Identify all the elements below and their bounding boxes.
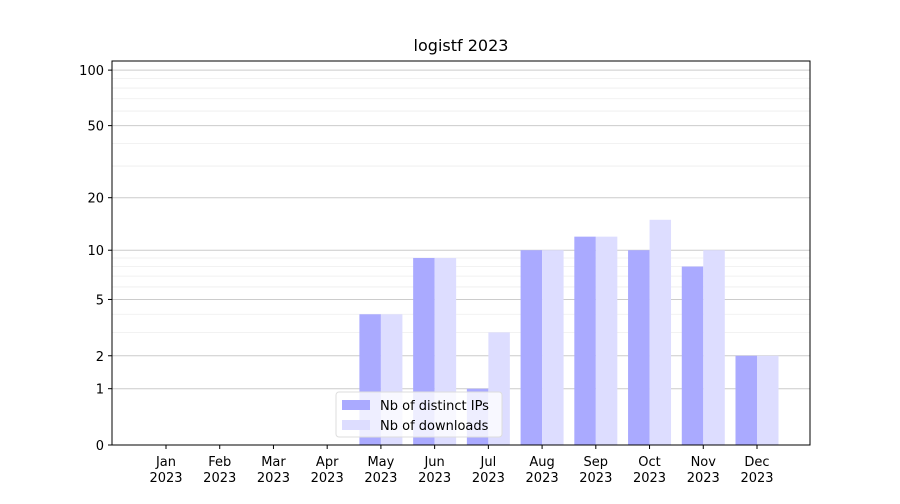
axes-frame [111,60,811,446]
bar [595,236,618,445]
legend: Nb of distinct IPs Nb of downloads [335,391,503,438]
y-tick-label: 20 [87,192,104,207]
bar [542,250,564,445]
x-tick-label: Aug 2023 [526,455,559,486]
bar [574,236,596,445]
y-tick-label: 100 [79,64,104,79]
legend-swatch [342,400,370,410]
x-tick-label: Jul 2023 [472,455,505,486]
legend-label: Nb of downloads [380,419,489,434]
legend-box [335,391,503,438]
x-tick-label: Apr 2023 [311,455,344,486]
plot-area: 0 1 2 5 10 20 50 100 Jan 2023 Feb 2023 Mar 2023 Apr 202… [79,64,810,486]
bar [681,266,704,445]
x-tick-label: May 2023 [364,455,397,486]
x-tick-label: Dec 2023 [740,455,773,486]
x-tick-label: Mar 2023 [257,455,290,486]
legend-label: Nb of distinct IPs [380,399,489,414]
bar [520,250,543,445]
y-tick-label: 0 [96,439,104,454]
x-tick-label: Feb 2023 [203,455,236,486]
y-tick-label: 10 [87,244,104,259]
y-tick-label: 2 [96,350,104,365]
bar [757,355,779,445]
bar [628,250,650,445]
y-tick-label: 50 [87,120,104,135]
chart-title: logistf 2023 [414,36,509,55]
bar [703,250,725,445]
y-tick-label: 1 [96,383,104,398]
x-tick-label: Jan 2023 [149,455,182,486]
y-tick-label: 5 [96,293,104,308]
x-tick-label: Jun 2023 [418,455,451,486]
bar [735,355,757,445]
bar [649,219,672,445]
legend-swatch [342,420,370,430]
x-tick-label: Oct 2023 [633,455,666,486]
x-tick-label: Nov 2023 [687,455,720,486]
x-tick-label: Sep 2023 [579,455,612,486]
